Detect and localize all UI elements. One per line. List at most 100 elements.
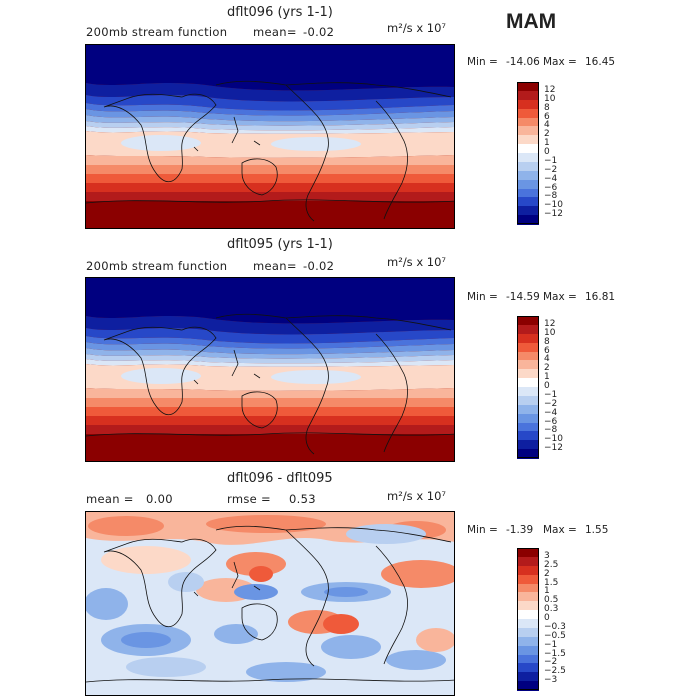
colorbar-tick-label: 1 [544, 138, 550, 149]
colorbar-swatch [517, 574, 539, 584]
colorbar-tick-label: 2 [544, 363, 550, 374]
colorbar-tick-label: 0.3 [544, 604, 559, 615]
colorbar-frame [517, 316, 539, 458]
colorbar-swatch [517, 610, 539, 620]
units-label: m²/s x 10⁷ [387, 21, 447, 35]
colorbar-swatch [517, 378, 539, 388]
colorbar-tick-label: −8 [544, 425, 558, 436]
min-label: Min = [467, 56, 498, 68]
max-value: 16.81 [585, 291, 616, 303]
colorbar-swatch [517, 395, 539, 406]
colorbar-swatch [517, 449, 539, 459]
mean-label: mean= [253, 259, 297, 273]
colorbar-tick-label: −6 [544, 182, 558, 193]
min-value: -1.39 [506, 524, 534, 536]
colorbar-tick-label: 0.5 [544, 595, 559, 606]
units-label: m²/s x 10⁷ [387, 489, 447, 503]
colorbar-tick-label: −6 [544, 416, 558, 427]
colorbar-tick-label: 6 [544, 111, 550, 122]
colorbar-swatch [517, 108, 539, 118]
colorbar-dflt096: 12 10 8 6 4 2 1 0 −1 −2 −4 −6 −8 −10 −12 [517, 82, 577, 225]
colorbar-swatch [517, 672, 539, 682]
colorbar-swatch [517, 431, 539, 441]
colorbar-swatch [517, 627, 539, 638]
colorbar-tick-label: 2 [544, 129, 550, 140]
mean-value: -0.02 [303, 259, 335, 273]
colorbar-swatch [517, 153, 539, 163]
colorbar-swatch [517, 636, 539, 647]
colorbar-swatch [517, 333, 539, 344]
colorbar-swatch [517, 583, 539, 593]
colorbar-tick-label: 1.5 [544, 577, 559, 588]
colorbar-difference: 3 2.5 2 1.5 1 0.5 0.3 0 −0.3 −0.5 −1 −1.5 −2 −2.5 −3 [517, 548, 577, 691]
colorbar-tick-label: 12 [544, 318, 556, 329]
colorbar-swatch [517, 565, 539, 576]
map-dflt095 [85, 277, 455, 462]
colorbar-swatch [517, 135, 539, 145]
colorbar-swatch [517, 126, 539, 136]
panel-subtitle: 200mb stream function [86, 25, 228, 39]
colorbar-swatch [517, 404, 539, 415]
coastline-outline [86, 80, 454, 222]
colorbar-swatch [517, 170, 539, 181]
colorbar-tick-label: 0 [544, 381, 550, 391]
colorbar-tick-label: −1 [544, 389, 558, 400]
colorbar-tick-label: −10 [544, 200, 563, 211]
colorbar-tick-label: 10 [544, 93, 556, 104]
colorbar-tick-label: −2.5 [544, 666, 566, 677]
colorbar-tick-label: 6 [544, 345, 550, 356]
colorbar-tick-label: −1 [544, 639, 558, 650]
colorbar-tick-label: 2.5 [544, 559, 559, 570]
colorbar-swatch [517, 360, 539, 370]
panel-subtitle: 200mb stream function [86, 259, 228, 273]
max-value: 16.45 [585, 56, 616, 68]
colorbar-swatch [517, 90, 539, 101]
colorbar-swatch [517, 342, 539, 352]
colorbar-swatch [517, 422, 539, 432]
panel-title: dflt096 (yrs 1-1) [227, 5, 333, 20]
colorbar-swatch [517, 440, 539, 450]
mean-value: -0.02 [303, 25, 335, 39]
max-label: Max = [543, 291, 577, 303]
panel-title: dflt095 (yrs 1-1) [227, 237, 333, 252]
colorbar-swatch [517, 197, 539, 207]
mean-value: 0.00 [146, 492, 173, 506]
colorbar-swatch [517, 215, 539, 225]
colorbar-tick-label: −10 [544, 434, 563, 445]
colorbar-swatch [517, 387, 539, 397]
min-label: Min = [467, 524, 498, 536]
colorbar-swatch [517, 82, 539, 92]
mean-label: mean = [86, 492, 134, 506]
colorbar-tick-label: −12 [544, 209, 563, 220]
colorbar-tick-label: 1 [544, 372, 550, 383]
colorbar-swatch [517, 369, 539, 379]
colorbar-tick-label: −2 [544, 398, 558, 409]
colorbar-swatch [517, 413, 539, 423]
colorbar-swatch [517, 188, 539, 198]
panel-title: dflt096 - dflt095 [227, 471, 333, 486]
colorbar-swatch [517, 592, 539, 602]
colorbar-tick-label: 0 [544, 613, 550, 623]
colorbar-tick-label: −2 [544, 657, 558, 668]
colorbar-tick-label: 1 [544, 586, 550, 597]
colorbar-swatch [517, 548, 539, 558]
colorbar-swatch [517, 681, 539, 691]
colorbar-tick-label: 8 [544, 336, 550, 347]
colorbar-tick-label: −4 [544, 173, 558, 184]
colorbar-tick-label: −4 [544, 407, 558, 418]
colorbar-swatch [517, 654, 539, 664]
colorbar-swatch [517, 601, 539, 611]
colorbar-tick-label: 8 [544, 102, 550, 113]
max-label: Max = [543, 56, 577, 68]
colorbar-swatch [517, 663, 539, 673]
colorbar-swatch [517, 316, 539, 326]
rmse-value: 0.53 [289, 492, 316, 506]
colorbar-tick-label: −2 [544, 164, 558, 175]
colorbar-swatch [517, 117, 539, 127]
colorbar-tick-label: 4 [544, 354, 550, 365]
colorbar-tick-label: −1.5 [544, 648, 566, 659]
min-value: -14.06 [506, 56, 540, 68]
min-value: -14.59 [506, 291, 540, 303]
colorbar-swatch [517, 324, 539, 335]
